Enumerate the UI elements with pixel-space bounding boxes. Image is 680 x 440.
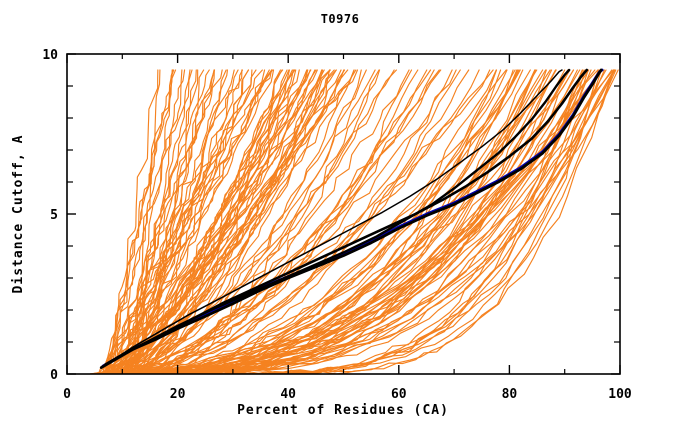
- ensemble-curve: [125, 69, 480, 374]
- ensemble-curve: [103, 69, 357, 374]
- ensemble-curve: [133, 69, 381, 374]
- plot-frame: [66, 53, 621, 375]
- x-axis-title: Percent of Residues (CA): [237, 403, 449, 418]
- ensemble-curve: [107, 69, 177, 374]
- ensemble-curve: [116, 69, 616, 374]
- ensemble-curve: [100, 69, 293, 374]
- ensemble-curve: [105, 69, 395, 374]
- ensemble-curve: [117, 69, 263, 374]
- ensemble-curve: [123, 69, 250, 374]
- ensemble-curve: [125, 69, 273, 374]
- ensemble-curve: [109, 69, 243, 374]
- ensemble-curve: [116, 69, 342, 374]
- x-tick-label: 40: [280, 387, 296, 402]
- y-tick-label: 10: [42, 48, 58, 63]
- ensemble-curve: [103, 69, 309, 374]
- x-tick-label: 80: [502, 387, 518, 402]
- ensemble-curve: [97, 69, 270, 374]
- ensemble-curve: [110, 69, 223, 374]
- ensemble-curve: [102, 69, 359, 374]
- ensemble-curve: [105, 69, 614, 374]
- ensemble-curve: [115, 69, 470, 374]
- x-tick-label: 20: [170, 387, 186, 402]
- ensemble-curve: [105, 69, 273, 374]
- ensemble-curve: [114, 69, 337, 374]
- ensemble-curve: [175, 69, 589, 374]
- ensemble-curve: [97, 69, 553, 374]
- ensemble-curve: [112, 69, 275, 374]
- ensemble-curve: [106, 69, 494, 374]
- ensemble-curve: [111, 69, 257, 374]
- ensemble-curves-layer: [89, 69, 619, 374]
- highlight-curve: [107, 68, 571, 364]
- ensemble-curve: [132, 69, 345, 374]
- ensemble-curve: [108, 69, 193, 374]
- highlight-curve: [99, 68, 603, 369]
- ensemble-curve: [131, 69, 596, 374]
- ensemble-curve: [116, 69, 397, 374]
- ensemble-curve: [153, 69, 619, 374]
- page-title: T0976: [320, 12, 360, 26]
- ensemble-curve: [197, 69, 600, 374]
- highlight-curves-layer: [99, 68, 604, 369]
- y-tick-label: 5: [50, 208, 58, 223]
- ensemble-curve: [155, 69, 603, 374]
- x-tick-label: 100: [608, 387, 632, 402]
- y-tick-label: 0: [50, 368, 58, 383]
- ensemble-curve: [121, 69, 367, 374]
- ensemble-curve: [121, 69, 491, 374]
- x-tick-label: 60: [391, 387, 407, 402]
- x-tick-label: 0: [63, 387, 71, 402]
- ensemble-curve: [114, 69, 600, 374]
- ensemble-curve: [112, 69, 210, 374]
- axes-layer: 0 20 40 60 80 100 0 5 10: [42, 48, 632, 402]
- highlight-curve: [110, 69, 563, 362]
- ensemble-curve: [99, 69, 239, 374]
- ensemble-curve: [116, 69, 355, 374]
- y-axis-title: Distance Cutoff, A: [11, 135, 26, 294]
- ensemble-curve: [106, 69, 574, 374]
